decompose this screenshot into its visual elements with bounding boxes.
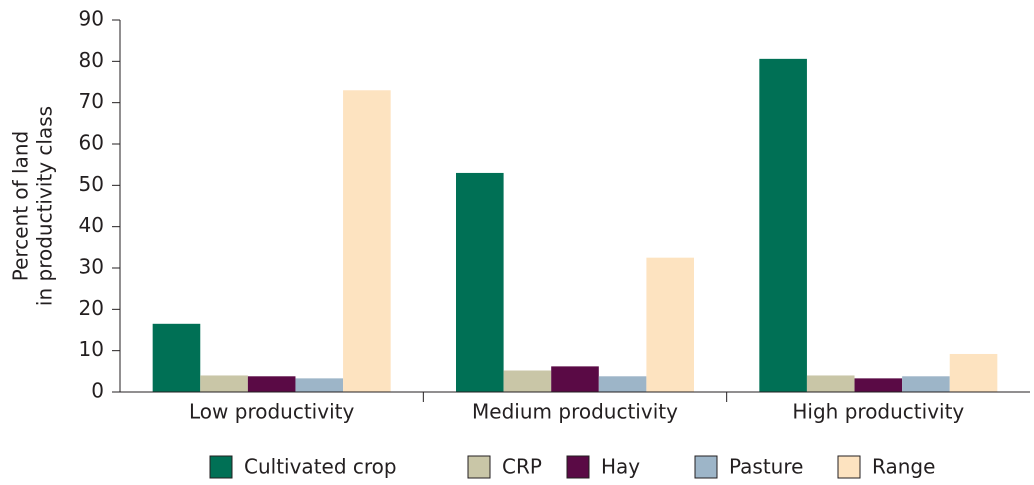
bar [598, 376, 647, 392]
legend-label: CRP [502, 455, 542, 479]
bar [200, 375, 248, 392]
legend-label: Range [872, 455, 935, 479]
bar [854, 378, 903, 392]
y-tick-label: 50 [79, 172, 104, 196]
legend-swatch [467, 455, 491, 479]
y-tick-label: 20 [79, 296, 104, 320]
y-tick-label: 30 [79, 255, 104, 279]
legend-swatch [837, 455, 861, 479]
bar [806, 375, 855, 392]
x-tick-label: High productivity [792, 400, 964, 424]
y-axis-title-line: Percent of land [9, 131, 33, 281]
bar [343, 90, 391, 393]
legend-label: Cultivated crop [244, 455, 397, 479]
bar [152, 323, 201, 392]
bar [902, 376, 950, 392]
y-tick-label: 90 [79, 7, 104, 31]
y-tick-label: 60 [79, 131, 104, 155]
y-tick-label: 0 [91, 379, 104, 403]
x-tick-label: Medium productivity [472, 400, 678, 424]
bar [646, 257, 694, 392]
legend-swatch [566, 455, 590, 479]
y-axis-title: Percent of land in productivity class [9, 106, 57, 306]
legend-swatch [209, 455, 233, 479]
y-tick-label: 70 [79, 89, 104, 113]
bar [295, 378, 344, 392]
x-tick-label: Low productivity [189, 400, 354, 424]
bar [949, 353, 998, 392]
legend-label: Hay [601, 455, 640, 479]
y-tick-label: 10 [79, 337, 104, 361]
legend-swatch [694, 455, 718, 479]
y-tick-label: 40 [79, 213, 104, 237]
bar [247, 376, 296, 392]
bar [551, 366, 599, 392]
bar [456, 172, 504, 392]
legend-label: Pasture [729, 455, 803, 479]
bar [503, 370, 552, 392]
bar [759, 58, 807, 392]
y-tick-label: 80 [79, 48, 104, 72]
y-axis-title-line: in productivity class [33, 106, 57, 306]
